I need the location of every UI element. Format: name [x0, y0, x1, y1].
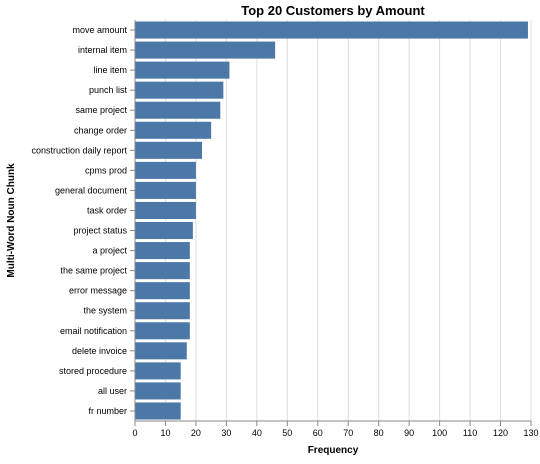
x-tick-label: 70 — [343, 428, 353, 438]
gridlines — [134, 20, 532, 421]
y-tick-label: all user — [98, 386, 127, 396]
x-tick-label: 50 — [282, 428, 292, 438]
x-tick-label: 20 — [191, 428, 201, 438]
bar — [135, 21, 528, 39]
bar — [135, 181, 196, 199]
bar — [135, 81, 224, 99]
bar — [135, 262, 190, 280]
y-tick-label: the system — [83, 306, 127, 316]
x-tick-label: 120 — [493, 428, 508, 438]
x-tick-label: 10 — [160, 428, 170, 438]
x-tick-label: 80 — [374, 428, 384, 438]
x-tick-label: 130 — [523, 428, 538, 438]
y-tick-label: general document — [55, 185, 128, 195]
y-tick-label: a project — [92, 246, 127, 256]
bar — [135, 121, 212, 139]
y-tick-label: stored procedure — [59, 366, 127, 376]
y-tick-label: task order — [87, 205, 127, 215]
x-axis-ticks: 0 10 20 30 40 50 60 70 80 90 100 110 120 130 — [132, 421, 539, 438]
x-tick-label: 110 — [463, 428, 477, 438]
y-tick-label: error message — [69, 286, 127, 296]
y-tick-label: punch list — [89, 85, 128, 95]
bar — [135, 302, 190, 320]
y-tick-label: move amount — [72, 25, 127, 35]
bar — [135, 242, 190, 260]
y-tick-label: internal item — [78, 45, 127, 55]
bar — [135, 402, 181, 420]
bars — [135, 21, 528, 420]
chart-title: Top 20 Customers by Amount — [241, 3, 425, 18]
y-tick-label: change order — [74, 125, 127, 135]
x-axis-title: Frequency — [308, 445, 359, 456]
bar — [135, 362, 181, 380]
bar — [135, 201, 196, 219]
y-tick-label: construction daily report — [31, 145, 127, 155]
x-tick-label: 30 — [221, 428, 231, 438]
y-tick-label: line item — [93, 65, 127, 75]
y-tick-label: same project — [75, 105, 127, 115]
bar — [135, 322, 190, 340]
y-tick-label: fr number — [88, 406, 127, 416]
y-tick-label: email notification — [60, 326, 127, 336]
bar — [135, 222, 193, 240]
y-tick-label: project status — [73, 226, 127, 236]
x-tick-label: 40 — [252, 428, 262, 438]
x-tick-label: 60 — [313, 428, 323, 438]
bar — [135, 141, 203, 159]
bar — [135, 101, 221, 119]
y-tick-label: cpms prod — [85, 165, 127, 175]
x-tick-label: 0 — [132, 428, 137, 438]
bar — [135, 282, 190, 300]
x-tick-label: 90 — [404, 428, 414, 438]
bar — [135, 61, 230, 79]
bar — [135, 161, 196, 179]
y-axis-title: Multi-Word Noun Chunk — [6, 163, 17, 278]
axes — [134, 20, 531, 422]
y-tick-label: the same project — [60, 266, 127, 276]
bar — [135, 382, 181, 400]
y-tick-label: delete invoice — [72, 346, 127, 356]
bar — [135, 342, 187, 360]
y-axis-ticks: move amount internal item line item punch l… — [31, 25, 135, 416]
bar — [135, 41, 276, 59]
x-tick-label: 100 — [432, 428, 447, 438]
